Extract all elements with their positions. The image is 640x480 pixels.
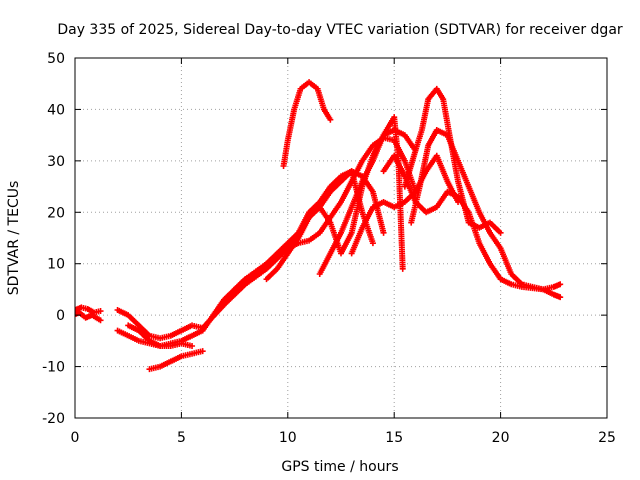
series-arc-1	[75, 304, 104, 316]
x-tick-label: 10	[279, 430, 297, 446]
data-markers-arc-1	[75, 304, 104, 316]
series-arc-11	[348, 152, 462, 257]
series-arc-9	[280, 79, 334, 169]
x-tick-label: 5	[177, 430, 186, 446]
series-arc-6	[125, 322, 196, 349]
data-markers-arc-13	[401, 85, 504, 236]
axes	[74, 57, 608, 419]
y-tick-label: 20	[47, 205, 65, 221]
data-markers-arc-2	[75, 309, 104, 324]
y-tick-label: 50	[47, 51, 65, 67]
plot-border	[74, 57, 608, 419]
y-tick-label: 0	[56, 308, 65, 324]
data-markers-arc-11	[348, 152, 462, 257]
data-markers-arc-9	[280, 79, 334, 169]
y-axis-label: SDTVAR / TECUs	[6, 181, 22, 296]
data-markers-arc-14	[408, 127, 564, 293]
y-tick-label: 10	[47, 257, 65, 273]
x-tick-label: 25	[598, 430, 616, 446]
series-arc-14	[408, 127, 564, 293]
tick-labels: 0 5 10 15 20 25 -20 -10 0 10 20 30 40 50	[42, 51, 616, 446]
x-axis-label: GPS time / hours	[281, 459, 398, 475]
chart-title: Day 335 of 2025, Sidereal Day-to-day VTE…	[57, 22, 623, 38]
x-tick-label: 15	[385, 430, 403, 446]
x-tick-label: 0	[71, 430, 80, 446]
data-markers-arc-6	[125, 322, 196, 349]
y-tick-label: -10	[42, 360, 65, 376]
x-tick-label: 20	[492, 430, 510, 446]
series-arc-13	[401, 85, 504, 236]
y-tick-label: 40	[47, 102, 65, 118]
data-markers-arc-5	[146, 348, 206, 373]
data-series	[75, 79, 564, 373]
series-arc-2	[75, 309, 104, 324]
series-arc-5	[146, 348, 206, 373]
y-tick-label: -20	[42, 411, 65, 427]
y-tick-label: 30	[47, 154, 65, 170]
